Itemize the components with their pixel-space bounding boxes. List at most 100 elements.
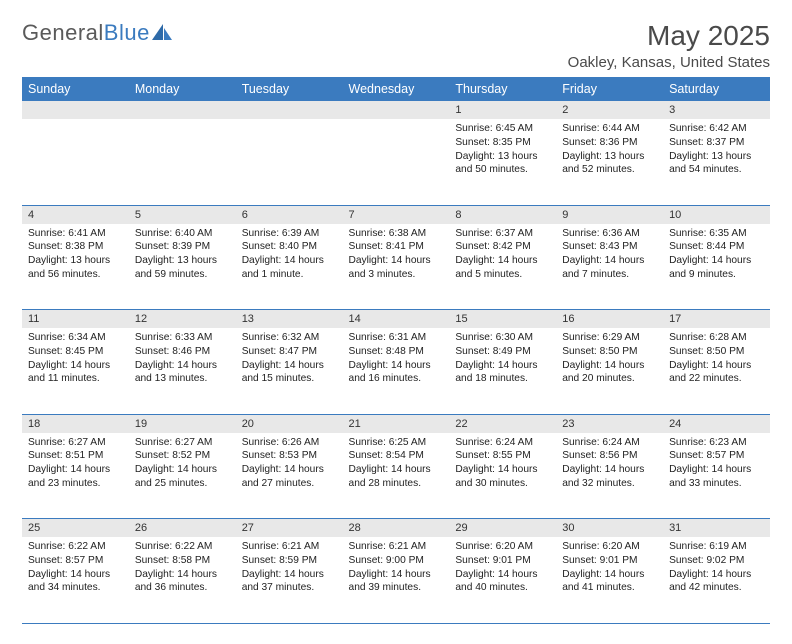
weekday-header: Wednesday: [343, 77, 450, 101]
sunset-line: Sunset: 9:01 PM: [455, 554, 550, 568]
day-cell: Sunrise: 6:22 AMSunset: 8:58 PMDaylight:…: [129, 537, 236, 623]
logo-sail-icon: [152, 20, 172, 46]
daylight-line: Daylight: 14 hours and 22 minutes.: [669, 359, 764, 387]
sunrise-line: Sunrise: 6:23 AM: [669, 436, 764, 450]
day-body-row: Sunrise: 6:34 AMSunset: 8:45 PMDaylight:…: [22, 328, 770, 414]
sunset-line: Sunset: 8:36 PM: [562, 136, 657, 150]
daylight-line: Daylight: 14 hours and 23 minutes.: [28, 463, 123, 491]
sunset-line: Sunset: 8:58 PM: [135, 554, 230, 568]
sunset-line: Sunset: 8:55 PM: [455, 449, 550, 463]
sunrise-line: Sunrise: 6:22 AM: [28, 540, 123, 554]
day-number: 7: [343, 205, 450, 224]
day-number: 16: [556, 310, 663, 329]
sunrise-line: Sunrise: 6:37 AM: [455, 227, 550, 241]
sunrise-line: Sunrise: 6:20 AM: [455, 540, 550, 554]
day-cell: Sunrise: 6:24 AMSunset: 8:56 PMDaylight:…: [556, 433, 663, 519]
sunset-line: Sunset: 8:38 PM: [28, 240, 123, 254]
day-number: 30: [556, 519, 663, 538]
sunrise-line: Sunrise: 6:27 AM: [135, 436, 230, 450]
daynum-row: 45678910: [22, 205, 770, 224]
daylight-line: Daylight: 14 hours and 32 minutes.: [562, 463, 657, 491]
daylight-line: Daylight: 14 hours and 20 minutes.: [562, 359, 657, 387]
daylight-line: Daylight: 14 hours and 33 minutes.: [669, 463, 764, 491]
day-cell: Sunrise: 6:42 AMSunset: 8:37 PMDaylight:…: [663, 119, 770, 205]
sunrise-line: Sunrise: 6:28 AM: [669, 331, 764, 345]
logo: GeneralBlue: [22, 20, 172, 46]
sunset-line: Sunset: 8:45 PM: [28, 345, 123, 359]
sunset-line: Sunset: 9:02 PM: [669, 554, 764, 568]
sunrise-line: Sunrise: 6:29 AM: [562, 331, 657, 345]
daylight-line: Daylight: 13 hours and 50 minutes.: [455, 150, 550, 178]
day-number: 9: [556, 205, 663, 224]
daylight-line: Daylight: 14 hours and 42 minutes.: [669, 568, 764, 596]
day-cell: Sunrise: 6:33 AMSunset: 8:46 PMDaylight:…: [129, 328, 236, 414]
daylight-line: Daylight: 14 hours and 40 minutes.: [455, 568, 550, 596]
day-number: 27: [236, 519, 343, 538]
day-cell: Sunrise: 6:21 AMSunset: 9:00 PMDaylight:…: [343, 537, 450, 623]
day-cell: Sunrise: 6:45 AMSunset: 8:35 PMDaylight:…: [449, 119, 556, 205]
sunrise-line: Sunrise: 6:26 AM: [242, 436, 337, 450]
day-number: 6: [236, 205, 343, 224]
day-number: 2: [556, 101, 663, 119]
day-number: 12: [129, 310, 236, 329]
daylight-line: Daylight: 14 hours and 13 minutes.: [135, 359, 230, 387]
daylight-line: Daylight: 14 hours and 7 minutes.: [562, 254, 657, 282]
sunrise-line: Sunrise: 6:21 AM: [349, 540, 444, 554]
day-cell: Sunrise: 6:40 AMSunset: 8:39 PMDaylight:…: [129, 224, 236, 310]
sunset-line: Sunset: 8:43 PM: [562, 240, 657, 254]
sunset-line: Sunset: 8:52 PM: [135, 449, 230, 463]
sunset-line: Sunset: 8:53 PM: [242, 449, 337, 463]
sunset-line: Sunset: 8:50 PM: [669, 345, 764, 359]
daylight-line: Daylight: 14 hours and 27 minutes.: [242, 463, 337, 491]
weekday-header: Thursday: [449, 77, 556, 101]
sunset-line: Sunset: 9:00 PM: [349, 554, 444, 568]
day-number: 19: [129, 414, 236, 433]
day-number: 24: [663, 414, 770, 433]
day-number: 10: [663, 205, 770, 224]
daylight-line: Daylight: 14 hours and 41 minutes.: [562, 568, 657, 596]
day-body-row: Sunrise: 6:41 AMSunset: 8:38 PMDaylight:…: [22, 224, 770, 310]
month-title: May 2025: [568, 20, 770, 52]
day-number: 31: [663, 519, 770, 538]
daylight-line: Daylight: 14 hours and 34 minutes.: [28, 568, 123, 596]
sunset-line: Sunset: 8:42 PM: [455, 240, 550, 254]
sunrise-line: Sunrise: 6:19 AM: [669, 540, 764, 554]
day-cell: Sunrise: 6:26 AMSunset: 8:53 PMDaylight:…: [236, 433, 343, 519]
day-cell: Sunrise: 6:31 AMSunset: 8:48 PMDaylight:…: [343, 328, 450, 414]
daylight-line: Daylight: 13 hours and 56 minutes.: [28, 254, 123, 282]
day-number: 29: [449, 519, 556, 538]
day-number: 28: [343, 519, 450, 538]
daylight-line: Daylight: 14 hours and 9 minutes.: [669, 254, 764, 282]
day-cell: [22, 119, 129, 205]
day-cell: Sunrise: 6:37 AMSunset: 8:42 PMDaylight:…: [449, 224, 556, 310]
calendar-table: Sunday Monday Tuesday Wednesday Thursday…: [22, 77, 770, 624]
day-number: 14: [343, 310, 450, 329]
day-cell: [343, 119, 450, 205]
day-cell: Sunrise: 6:29 AMSunset: 8:50 PMDaylight:…: [556, 328, 663, 414]
sunrise-line: Sunrise: 6:21 AM: [242, 540, 337, 554]
daylight-line: Daylight: 13 hours and 52 minutes.: [562, 150, 657, 178]
day-number: [343, 101, 450, 119]
sunrise-line: Sunrise: 6:33 AM: [135, 331, 230, 345]
day-cell: Sunrise: 6:19 AMSunset: 9:02 PMDaylight:…: [663, 537, 770, 623]
title-block: May 2025 Oakley, Kansas, United States: [568, 20, 770, 71]
sunset-line: Sunset: 8:48 PM: [349, 345, 444, 359]
sunrise-line: Sunrise: 6:27 AM: [28, 436, 123, 450]
day-number: 4: [22, 205, 129, 224]
sunrise-line: Sunrise: 6:36 AM: [562, 227, 657, 241]
day-number: 18: [22, 414, 129, 433]
sunset-line: Sunset: 8:35 PM: [455, 136, 550, 150]
sunset-line: Sunset: 8:50 PM: [562, 345, 657, 359]
day-cell: Sunrise: 6:20 AMSunset: 9:01 PMDaylight:…: [556, 537, 663, 623]
sunrise-line: Sunrise: 6:42 AM: [669, 122, 764, 136]
sunrise-line: Sunrise: 6:38 AM: [349, 227, 444, 241]
day-number: 13: [236, 310, 343, 329]
sunrise-line: Sunrise: 6:30 AM: [455, 331, 550, 345]
day-cell: Sunrise: 6:32 AMSunset: 8:47 PMDaylight:…: [236, 328, 343, 414]
sunrise-line: Sunrise: 6:24 AM: [455, 436, 550, 450]
daylight-line: Daylight: 14 hours and 30 minutes.: [455, 463, 550, 491]
calendar-body: 123Sunrise: 6:45 AMSunset: 8:35 PMDaylig…: [22, 101, 770, 623]
sunset-line: Sunset: 8:59 PM: [242, 554, 337, 568]
sunset-line: Sunset: 8:44 PM: [669, 240, 764, 254]
weekday-header: Tuesday: [236, 77, 343, 101]
